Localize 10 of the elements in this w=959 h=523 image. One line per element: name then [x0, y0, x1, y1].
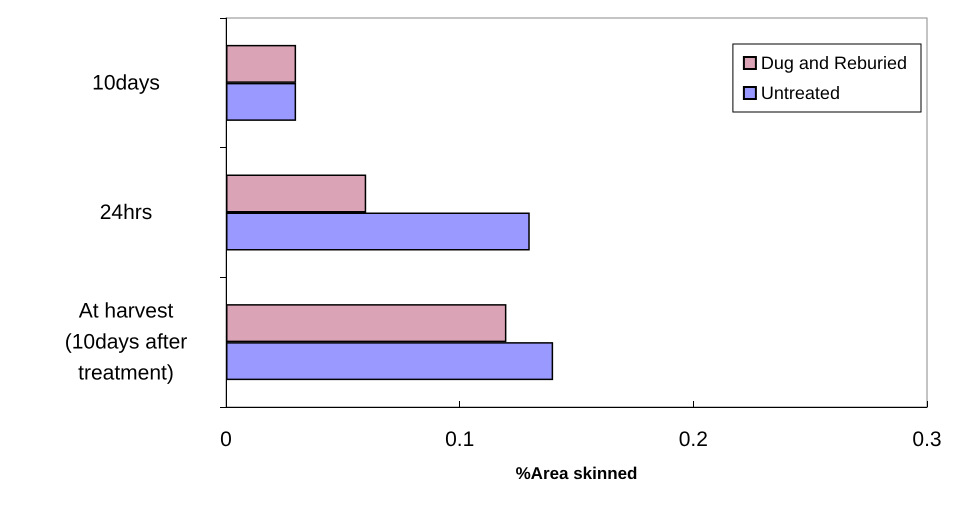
legend-label: Untreated [760, 83, 840, 103]
x-tick-label: 0.3 [912, 428, 942, 451]
x-tick-label: 0.1 [445, 428, 474, 451]
y-tick-label: At harvest (10days after treatment) [64, 300, 188, 385]
y-tick-label: 10days [92, 71, 160, 94]
y-tick-label: 24hrs [100, 201, 152, 224]
x-tick-label: 0.2 [678, 428, 708, 451]
x-axis-title: %Area skinned [516, 464, 638, 483]
x-tick-label: 0 [220, 428, 232, 451]
legend-label: Dug and Reburied [760, 53, 908, 73]
